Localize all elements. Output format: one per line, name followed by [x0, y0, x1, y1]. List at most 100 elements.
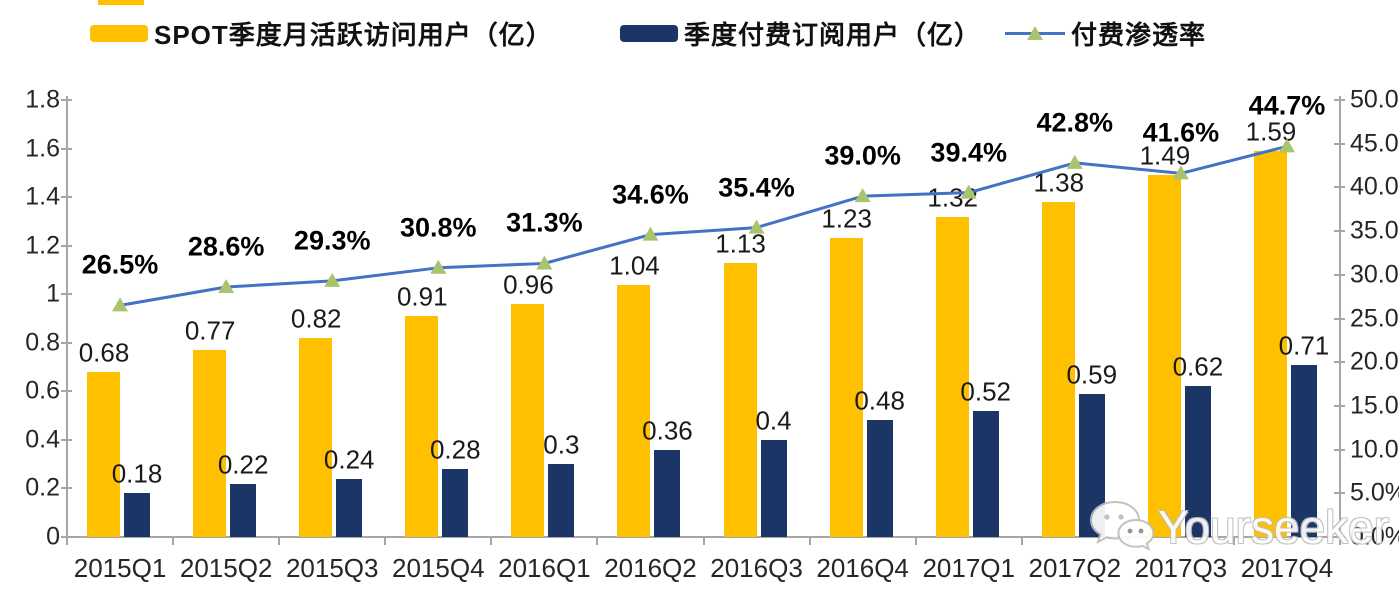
left-axis-tick [61, 390, 72, 393]
subs-bar [760, 439, 787, 537]
subs-bar [866, 420, 893, 537]
mau-value-label: 1.23 [821, 203, 872, 234]
mau-legend-swatch [90, 24, 148, 42]
right-axis-tick-label: 40.0% [1350, 172, 1399, 201]
subs-value-label: 0.28 [429, 434, 481, 465]
legend-item-mau: SPOT季度月活跃访问用户（亿） [90, 18, 553, 50]
right-axis-tick-label: 15.0% [1350, 391, 1399, 420]
subs-value-label: 0.52 [960, 376, 1012, 407]
x-axis-tick [172, 537, 175, 545]
subs-legend-swatch [620, 24, 678, 42]
x-axis-label: 2017Q1 [922, 553, 1015, 583]
x-axis-tick [490, 537, 493, 545]
x-axis-tick [702, 537, 705, 545]
mau-bar [405, 316, 439, 537]
right-axis-tick [1334, 448, 1345, 451]
x-axis-tick [384, 537, 387, 545]
mau-legend-label: SPOT季度月活跃访问用户（亿） [154, 19, 553, 50]
penetration-label: 30.8% [400, 212, 477, 243]
x-axis-label: 2016Q2 [604, 553, 697, 583]
subs-bar [654, 449, 681, 537]
right-axis-tick-label: 50.0% [1350, 85, 1399, 114]
subs-value-label: 0.62 [1172, 351, 1224, 382]
mau-value-label: 0.77 [184, 315, 236, 346]
right-axis-tick [1334, 404, 1345, 407]
x-axis-label: 2017Q4 [1240, 553, 1334, 583]
triangle-marker-icon [430, 259, 447, 274]
right-axis-tick [1334, 361, 1345, 364]
mau-value-label: 1.04 [609, 250, 660, 280]
right-axis-tick-label: 0.0% [1350, 522, 1399, 551]
penetration-label: 42.8% [1036, 107, 1114, 138]
triangle-marker-icon [218, 279, 235, 294]
x-axis-label: 2015Q3 [285, 553, 379, 583]
penetration-legend-label: 付费渗透率 [1071, 19, 1207, 50]
left-axis-tick-label: 0.2 [25, 473, 60, 502]
subs-bar [972, 410, 999, 537]
x-axis-tick [1020, 537, 1023, 545]
penetration-label: 26.5% [81, 249, 159, 280]
left-axis-tick-label: 1 [46, 279, 60, 308]
left-axis-tick-label: 1.2 [25, 231, 60, 260]
subs-value-label: 0.18 [111, 458, 163, 489]
penetration-label: 35.4% [718, 172, 795, 203]
right-axis-tick-label: 45.0% [1350, 129, 1399, 158]
subs-bar [548, 464, 575, 537]
subs-legend-label: 季度付费订阅用户（亿） [684, 19, 982, 50]
x-axis-tick [808, 537, 811, 545]
right-axis-tick-label: 25.0% [1350, 304, 1399, 332]
left-axis-line [66, 96, 68, 538]
x-axis-tick [914, 537, 917, 545]
x-axis-label: 2016Q3 [710, 553, 803, 583]
left-axis-tick [61, 438, 72, 441]
subs-value-label: 0.48 [854, 385, 905, 416]
right-axis-tick-label: 5.0% [1350, 478, 1399, 507]
subs-bar [124, 493, 151, 537]
right-axis-tick [1334, 99, 1345, 101]
penetration-legend-marker [1005, 25, 1065, 42]
subs-bar [230, 483, 257, 537]
subs-value-label: 0.71 [1278, 330, 1330, 361]
left-axis-tick-label: 1.6 [25, 134, 60, 163]
x-axis-tick [596, 537, 599, 545]
mau-bar [193, 350, 227, 537]
triangle-marker-icon [536, 255, 553, 270]
right-axis-tick [1334, 492, 1345, 495]
mau-value-label: 0.91 [396, 281, 448, 312]
penetration-label: 39.0% [824, 140, 901, 171]
x-axis-label: 2017Q2 [1028, 553, 1122, 583]
mau-bar [87, 371, 121, 537]
wechat-icon [1089, 500, 1154, 551]
left-axis-tick-label: 0.8 [25, 328, 60, 357]
mau-value-label: 1.13 [715, 228, 766, 259]
cropped-artifact [98, 0, 144, 5]
watermark: Yourseeker [1088, 498, 1389, 556]
x-axis-tick [1232, 537, 1235, 545]
right-axis-tick-label: 30.0% [1350, 260, 1399, 289]
right-axis-tick [1334, 230, 1345, 233]
triangle-marker-icon [112, 297, 129, 312]
penetration-label: 29.3% [293, 225, 371, 256]
subs-value-label: 0.4 [755, 405, 792, 436]
x-axis-label: 2015Q2 [179, 553, 273, 583]
left-axis-tick [61, 487, 72, 490]
mau-bar [723, 262, 757, 537]
right-axis-tick [1334, 273, 1345, 276]
x-axis-label: 2016Q4 [816, 553, 909, 583]
left-axis-tick [61, 196, 72, 199]
subs-bar [1290, 364, 1317, 537]
x-axis-label: 2016Q1 [498, 553, 591, 583]
right-axis-tick-label: 10.0% [1350, 435, 1399, 464]
left-axis-tick-label: 1.4 [25, 182, 60, 211]
left-axis-tick-label: 1.8 [25, 85, 60, 114]
penetration-label: 34.6% [612, 179, 689, 210]
mau-value-label: 0.96 [503, 269, 554, 300]
triangle-marker-icon [1027, 25, 1043, 40]
x-axis-label: 2015Q1 [73, 553, 167, 583]
mau-value-label: 0.68 [78, 337, 130, 368]
x-axis-tick [1339, 537, 1341, 545]
left-axis-tick [61, 147, 72, 150]
mau-bar [617, 284, 651, 537]
mau-bar [511, 303, 545, 537]
triangle-marker-icon [854, 188, 871, 203]
